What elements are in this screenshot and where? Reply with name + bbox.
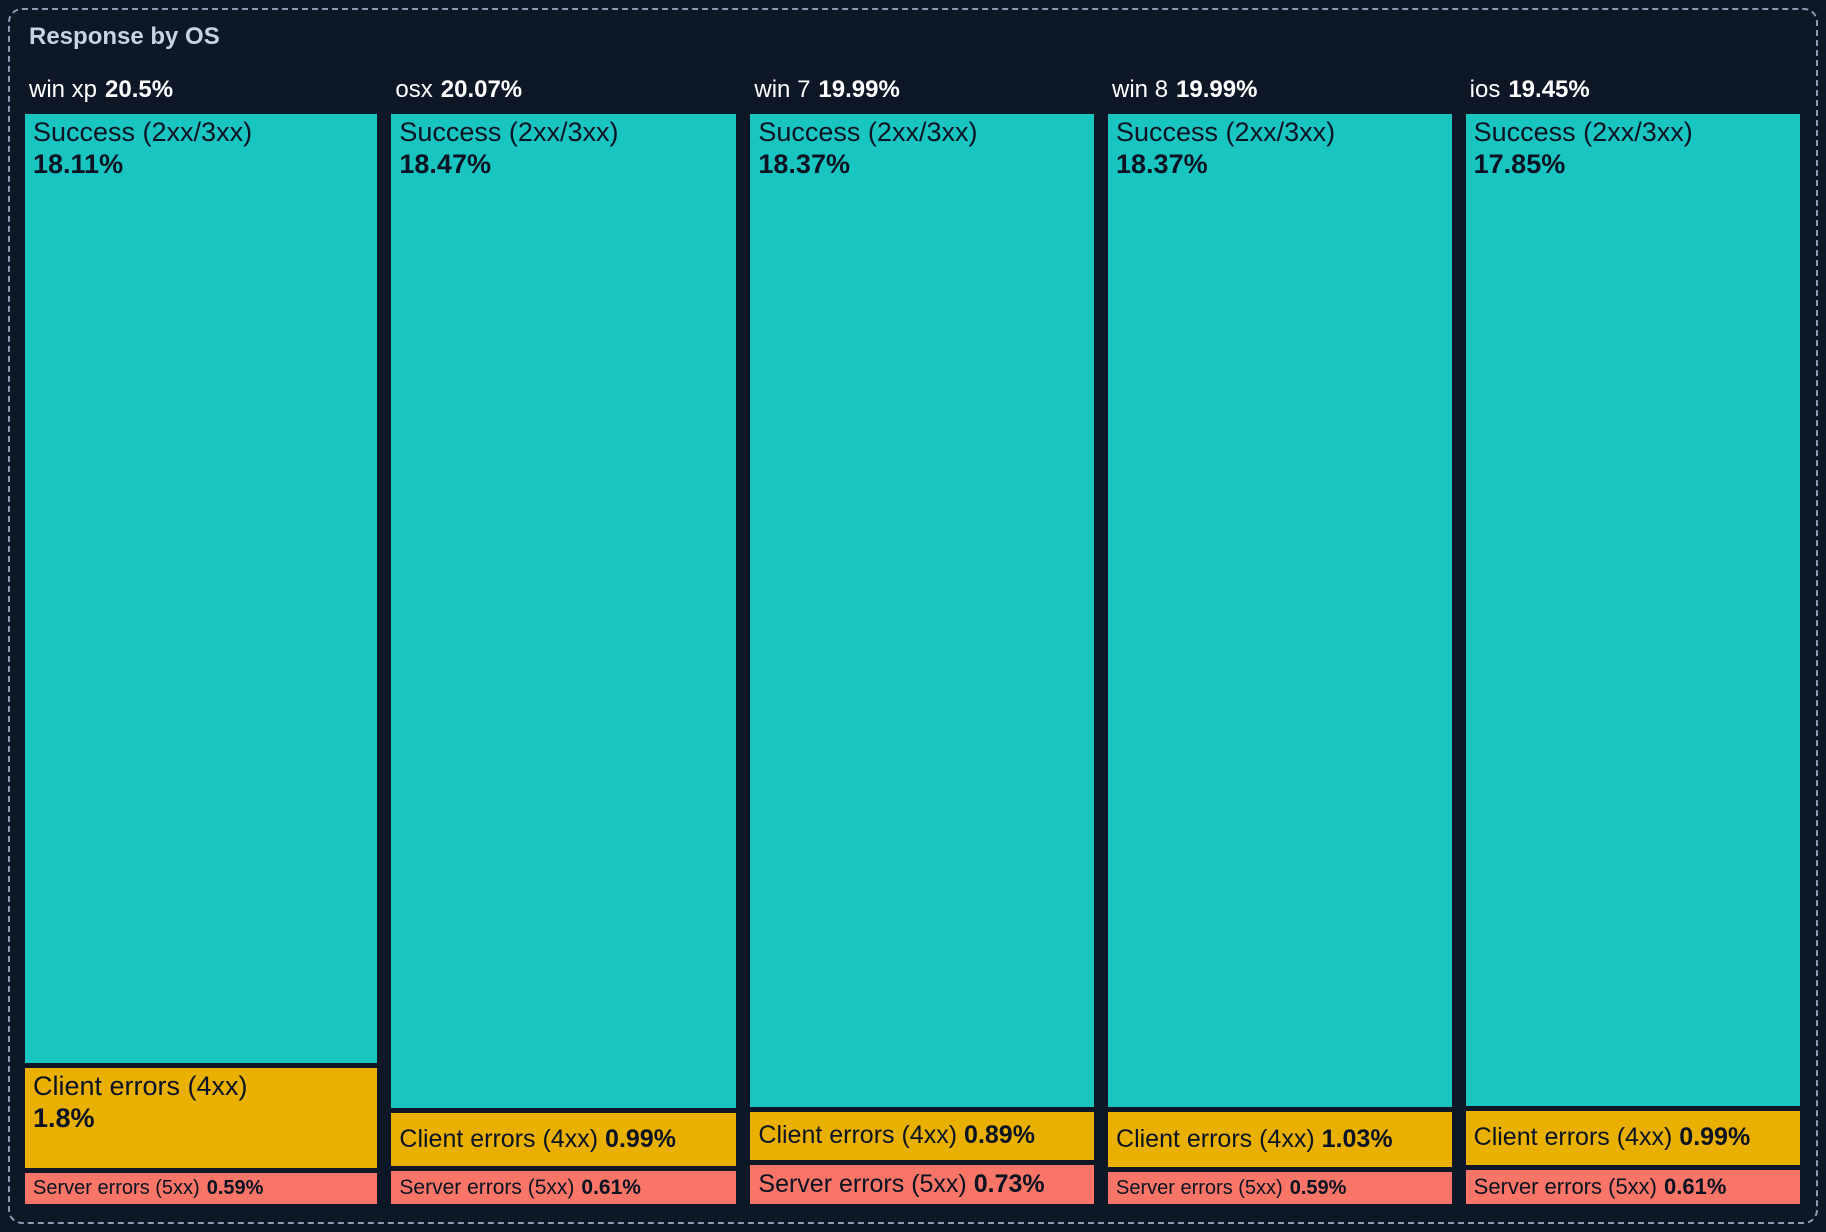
column-header: osx 20.07% [391, 52, 736, 114]
segment-label: Client errors (4xx) [1473, 1123, 1673, 1152]
server-errors-segment[interactable]: Server errors (5xx) 0.61% [1465, 1170, 1800, 1205]
os-total: 19.45% [1508, 76, 1590, 103]
segment-label: Success (2xx/3xx) [758, 117, 978, 147]
os-total: 20.5% [105, 76, 174, 103]
segment-label: Server errors (5xx) [33, 1177, 200, 1200]
segment-value: 0.59% [206, 1177, 264, 1200]
client-errors-segment[interactable]: Client errors (4xx) 0.89% [750, 1111, 1095, 1160]
segment-stack: Success (2xx/3xx) 18.37% Client errors (4x… [750, 114, 1095, 1204]
segment-stack: Success (2xx/3xx) 18.47% Client errors (4x… [391, 114, 737, 1204]
column-header: win 8 19.99% [1108, 52, 1452, 114]
column-header: win 7 19.99% [750, 52, 1094, 114]
segment-value: 18.11% [33, 148, 124, 179]
segment-value: 17.85% [1473, 148, 1566, 179]
segment-label: Server errors (5xx) [1116, 1176, 1283, 1199]
os-total: 19.99% [1176, 76, 1258, 103]
segment-value: 18.37% [758, 148, 850, 179]
client-errors-segment[interactable]: Client errors (4xx) 0.99% [391, 1113, 737, 1167]
segment-label: Client errors (4xx) [758, 1121, 958, 1150]
segment-label: Client errors (4xx) [1116, 1125, 1315, 1154]
segment-stack: Success (2xx/3xx) 18.37% Client errors (4x… [1108, 114, 1452, 1205]
client-errors-segment[interactable]: Client errors (4xx) 0.99% [1465, 1110, 1800, 1166]
segment-stack: Success (2xx/3xx) 18.11% Client errors (4x… [25, 114, 378, 1204]
server-errors-segment[interactable]: Server errors (5xx) 0.73% [750, 1164, 1095, 1204]
segment-value: 0.99% [605, 1125, 676, 1154]
segment-label: Success (2xx/3xx) [33, 117, 253, 147]
segment-value: 18.47% [399, 148, 491, 179]
os-total: 20.07% [440, 76, 523, 103]
segment-value: 0.61% [581, 1175, 641, 1199]
segment-label: Success (2xx/3xx) [1473, 117, 1693, 147]
os-name: win xp [29, 76, 98, 103]
segment-stack: Success (2xx/3xx) 17.85% Client errors (4x… [1465, 114, 1800, 1205]
os-column-ios: ios 19.45% Success (2xx/3xx) 17.85% Client e… [1465, 52, 1800, 1205]
os-name: osx [395, 76, 433, 103]
response-by-os-panel: Response by OS win xp 20.5% Success (2xx/3… [8, 8, 1818, 1224]
mosaic-chart: win xp 20.5% Success (2xx/3xx) 18.11% Client… [25, 52, 1800, 1205]
segment-value: 1.03% [1321, 1125, 1393, 1154]
column-header: win xp 20.5% [25, 52, 377, 114]
os-column-win-xp: win xp 20.5% Success (2xx/3xx) 18.11% Client… [25, 52, 378, 1204]
segment-label: Server errors (5xx) [758, 1169, 967, 1198]
segment-value: 0.73% [973, 1169, 1045, 1198]
column-header: ios 19.45% [1466, 52, 1800, 114]
os-total: 19.99% [818, 76, 900, 103]
client-errors-segment[interactable]: Client errors (4xx) 1.03% [1108, 1111, 1452, 1168]
segment-value: 1.8% [33, 1103, 95, 1134]
success-segment[interactable]: Success (2xx/3xx) 18.11% [25, 114, 378, 1064]
client-errors-segment[interactable]: Client errors (4xx) 1.8% [25, 1068, 378, 1169]
success-segment[interactable]: Success (2xx/3xx) 17.85% [1465, 114, 1800, 1106]
segment-label: Success (2xx/3xx) [1116, 117, 1336, 147]
server-errors-segment[interactable]: Server errors (5xx) 0.59% [1108, 1172, 1452, 1205]
segment-label: Client errors (4xx) [33, 1071, 248, 1102]
segment-label: Server errors (5xx) [399, 1175, 575, 1199]
segment-value: 0.99% [1679, 1123, 1751, 1152]
server-errors-segment[interactable]: Server errors (5xx) 0.59% [25, 1173, 378, 1204]
success-segment[interactable]: Success (2xx/3xx) 18.37% [750, 114, 1095, 1107]
os-column-win-8: win 8 19.99% Success (2xx/3xx) 18.37% Client… [1108, 52, 1452, 1205]
segment-value: 0.89% [964, 1121, 1035, 1150]
server-errors-segment[interactable]: Server errors (5xx) 0.61% [391, 1171, 737, 1204]
os-name: win 7 [754, 76, 811, 103]
segment-label: Server errors (5xx) [1473, 1174, 1657, 1200]
os-name: win 8 [1112, 76, 1169, 103]
segment-label: Client errors (4xx) [399, 1125, 599, 1154]
segment-value: 0.59% [1289, 1176, 1347, 1199]
os-name: ios [1469, 76, 1501, 103]
segment-value: 0.61% [1664, 1174, 1727, 1200]
segment-value: 18.37% [1116, 148, 1208, 179]
success-segment[interactable]: Success (2xx/3xx) 18.37% [1108, 114, 1452, 1107]
success-segment[interactable]: Success (2xx/3xx) 18.47% [391, 114, 737, 1109]
os-column-win-7: win 7 19.99% Success (2xx/3xx) 18.37% Client… [750, 52, 1095, 1204]
os-column-osx: osx 20.07% Success (2xx/3xx) 18.47% Client e… [391, 52, 737, 1204]
segment-label: Success (2xx/3xx) [399, 117, 619, 147]
panel-title: Response by OS [29, 23, 220, 50]
